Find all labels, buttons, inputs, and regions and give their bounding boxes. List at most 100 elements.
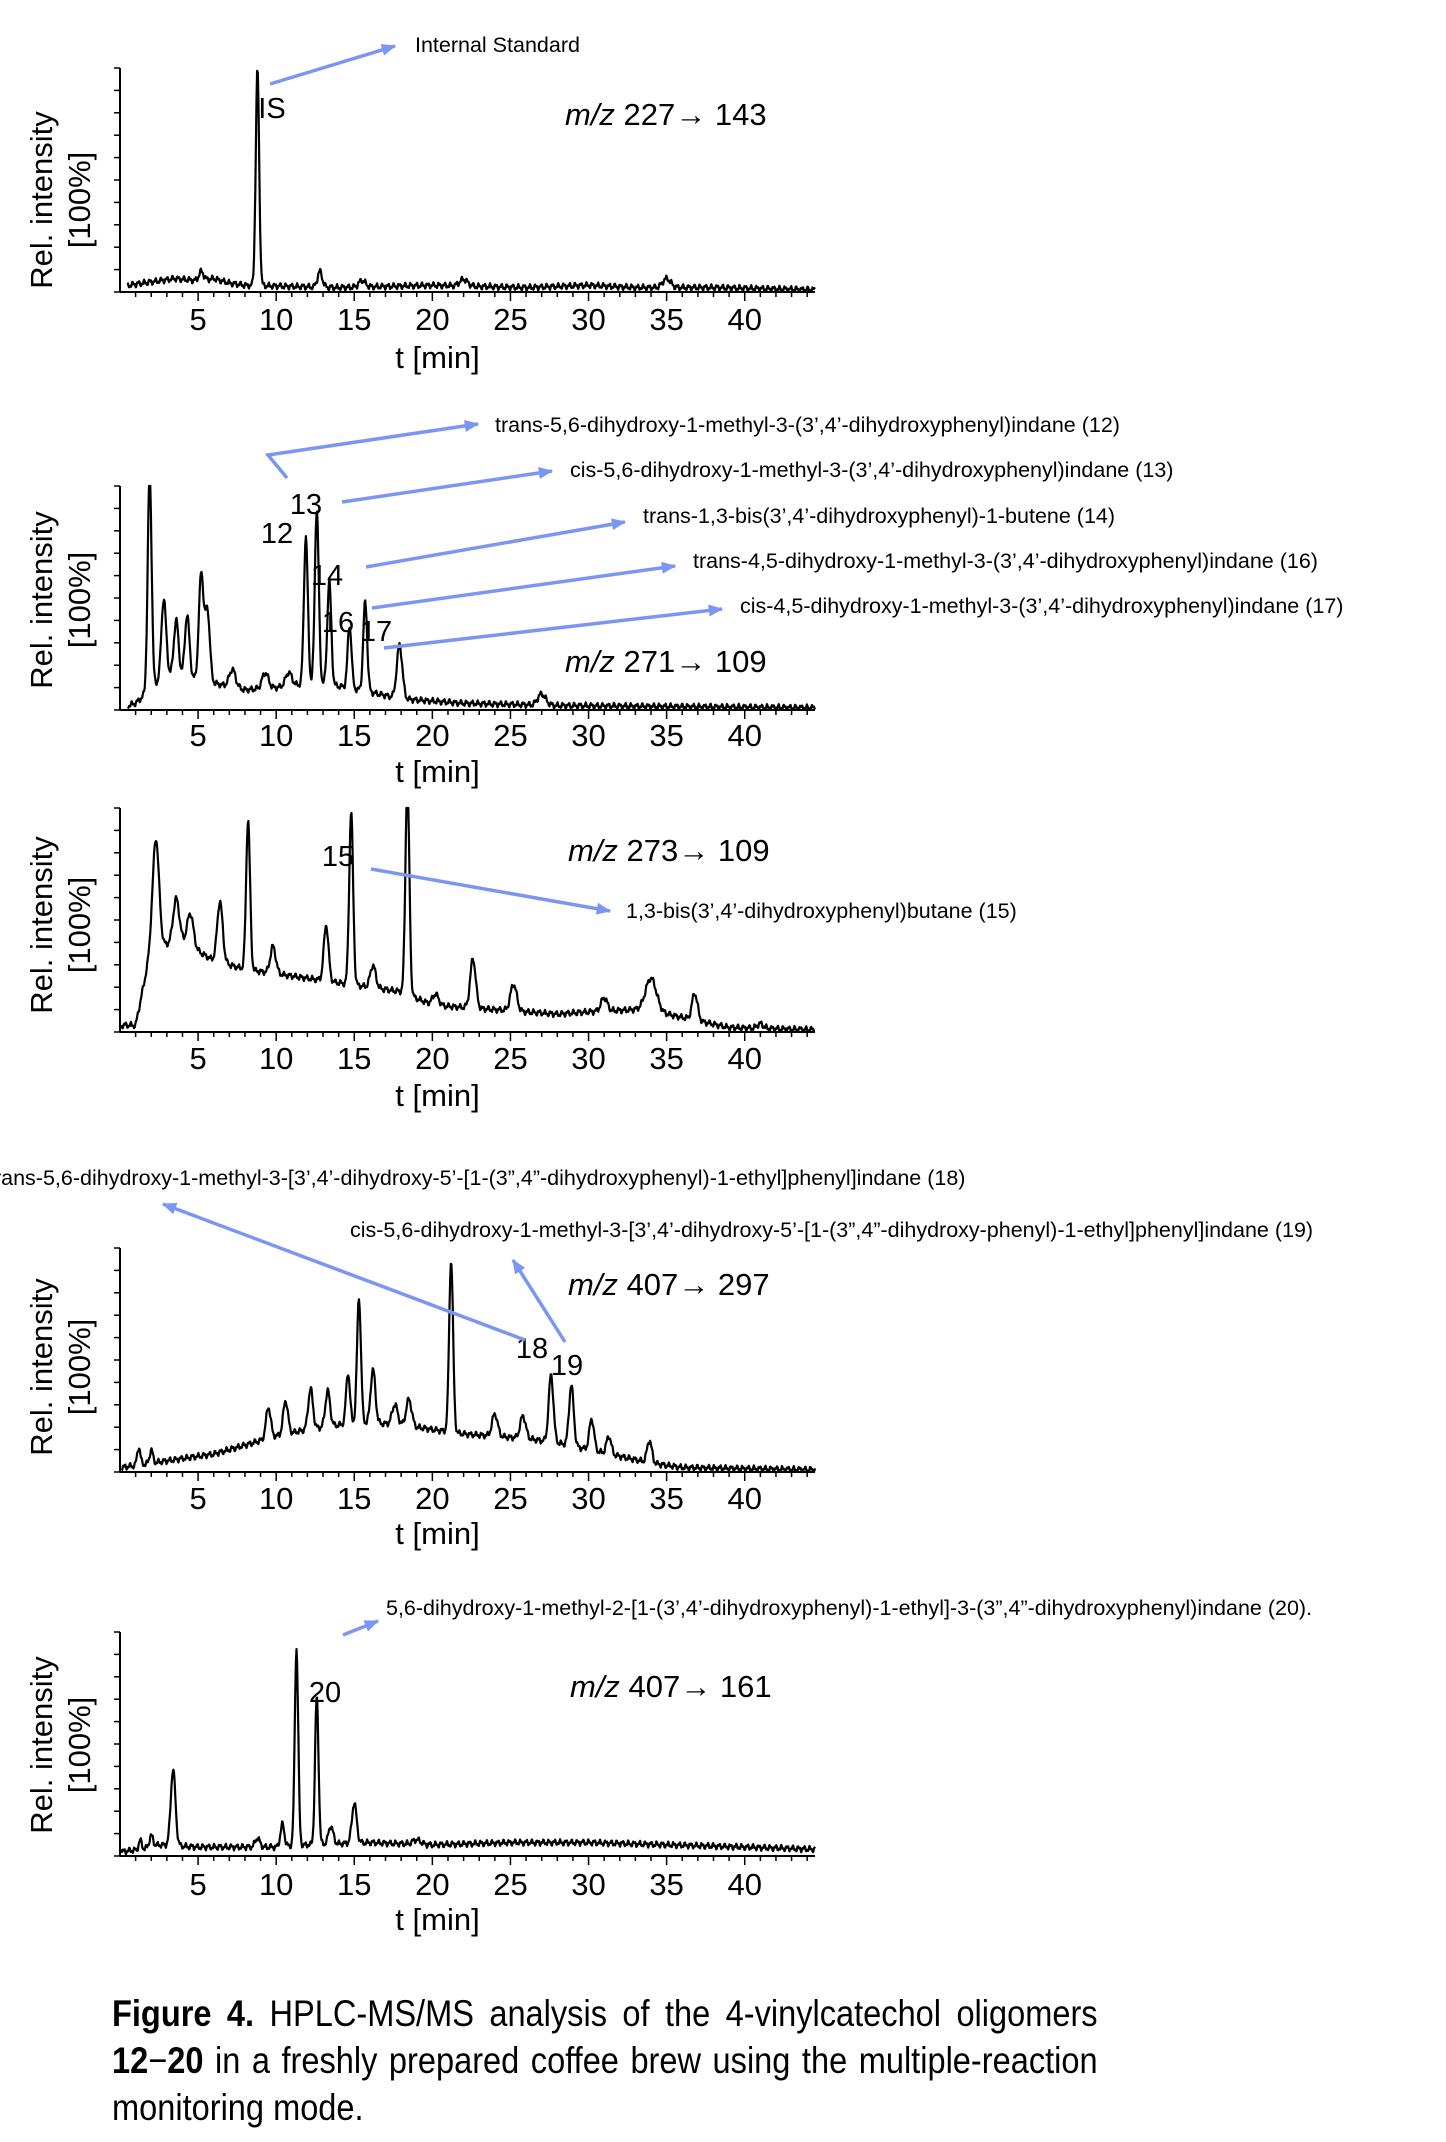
transition-label: m/z 271→ 109 — [565, 644, 767, 679]
x-tick-label: 10 — [259, 1867, 293, 1902]
compound-name: trans-5,6-dihydroxy-1-methyl-3-(3’,4’-di… — [495, 413, 1120, 437]
compound-name: cis-5,6-dihydroxy-1-methyl-3-[3’,4’-dihy… — [350, 1218, 1313, 1242]
peak-label-17: 17 — [360, 616, 392, 648]
x-tick-label: 20 — [415, 1481, 449, 1516]
transition-product: 143 — [715, 97, 767, 132]
x-tick-label: 20 — [415, 1867, 449, 1902]
chart-panel-4: 5 10 15 20 25 30 35 40 t [min] Rel. intensity [100… — [0, 1166, 1313, 1551]
compound-name: cis-5,6-dihydroxy-1-methyl-3-(3’,4’-dihy… — [570, 458, 1173, 482]
x-axis-label: t [min] — [395, 340, 479, 375]
caption-text-after: in a freshly prepared coffee brew using … — [112, 2040, 1098, 2128]
x-tick-label: 10 — [259, 1481, 293, 1516]
figure-caption: Figure 4. HPLC-MS/MS analysis of the 4-v… — [112, 1990, 1098, 2131]
transition-precursor: 407→ — [620, 1669, 720, 1704]
figure-label: Figure 4. — [112, 1993, 255, 2034]
transition-product: 109 — [715, 644, 767, 679]
peak-label-14: 14 — [311, 560, 343, 592]
chart-panel-1: 5 10 15 20 25 30 35 40 t [min] Rel. intensity [100… — [24, 33, 816, 375]
x-tick-label: 25 — [493, 1481, 527, 1516]
transition-label: m/z 227→ 143 — [565, 97, 767, 132]
transition-mz-prefix: m/z — [565, 644, 615, 679]
x-tick-label: 15 — [337, 302, 371, 337]
caption-text-before: HPLC-MS/MS analysis of the 4-vinylcatech… — [254, 1993, 1098, 2034]
transition-product: 161 — [720, 1669, 772, 1704]
compound-name: Internal Standard — [415, 33, 580, 57]
x-tick-label: 40 — [727, 1481, 761, 1516]
transition-product: 109 — [718, 833, 770, 868]
x-axis-label: t [min] — [395, 1902, 479, 1937]
annotation-arrow — [511, 1258, 567, 1343]
y-axis-label: Rel. intensity [100%] — [24, 1278, 97, 1456]
transition-mz-prefix: m/z — [570, 1669, 620, 1704]
annotation-arrow — [371, 561, 677, 610]
x-tick-label: 30 — [571, 718, 605, 753]
caption-range-end: 20 — [167, 2040, 204, 2081]
x-tick-label: 20 — [415, 302, 449, 337]
transition-precursor: 273→ — [618, 833, 718, 868]
x-tick-label: 25 — [493, 1867, 527, 1902]
transition-label: m/z 407→ 297 — [568, 1267, 770, 1302]
x-tick-label: 5 — [189, 718, 206, 753]
x-tick-label: 30 — [571, 1481, 605, 1516]
x-tick-label: 25 — [493, 718, 527, 753]
x-tick-label: 40 — [727, 1041, 761, 1076]
x-tick-label: 5 — [189, 1041, 206, 1076]
x-tick-label: 40 — [727, 1867, 761, 1902]
annotation-arrow — [383, 604, 724, 650]
annotation-arrow — [342, 1619, 380, 1637]
chart-panel-5: 5 10 15 20 25 30 35 40 t [min] Rel. intensity [100… — [24, 1596, 1312, 1937]
annotation-arrow — [161, 1202, 526, 1342]
annotation-arrow — [341, 466, 554, 504]
y-axis-label: Rel. intensity [100%] — [24, 1656, 97, 1834]
peak-label-20: 20 — [309, 1677, 341, 1709]
y-axis-label: Rel. intensity [100%] — [24, 511, 97, 689]
x-tick-label: 15 — [337, 718, 371, 753]
y-axis-label-line1: Rel. intensity — [24, 111, 59, 289]
x-tick-label: 35 — [649, 718, 683, 753]
y-axis-label-line1: Rel. intensity — [24, 836, 59, 1014]
x-tick-label: 5 — [189, 302, 206, 337]
peak-label-IS: IS — [258, 93, 285, 125]
annotation-arrow — [264, 419, 480, 480]
transition-product: 297 — [718, 1267, 770, 1302]
transition-mz-prefix: m/z — [568, 833, 618, 868]
annotation-arrow — [269, 44, 397, 86]
x-tick-label: 40 — [727, 302, 761, 337]
x-tick-label: 5 — [189, 1867, 206, 1902]
peak-label-13: 13 — [290, 489, 322, 521]
x-tick-label: 25 — [493, 1041, 527, 1076]
y-axis-label: Rel. intensity [100%] — [24, 111, 97, 289]
x-tick-label: 10 — [259, 302, 293, 337]
chromatogram-trace — [120, 1262, 817, 1473]
compound-name: cis-4,5-dihydroxy-1-methyl-3-(3’,4’-dihy… — [740, 594, 1343, 618]
x-axis-label: t [min] — [395, 754, 479, 789]
transition-label: m/z 273→ 109 — [568, 833, 770, 868]
x-tick-label: 15 — [337, 1481, 371, 1516]
chromatogram-trace — [126, 484, 817, 711]
chart-panel-2: 5 10 15 20 25 30 35 40 t [min] Rel. intensity [100… — [24, 413, 1343, 789]
y-axis-label-line2: [100%] — [62, 1319, 97, 1416]
y-axis-label-line1: Rel. intensity — [24, 1278, 59, 1456]
peak-label-12: 12 — [261, 518, 293, 550]
x-tick-label: 40 — [727, 718, 761, 753]
x-tick-label: 30 — [571, 1867, 605, 1902]
caption-range-start: 12 — [112, 2040, 149, 2081]
caption-range-sep: − — [148, 2040, 168, 2081]
peak-label-15: 15 — [322, 841, 354, 873]
x-tick-label: 20 — [415, 718, 449, 753]
chromatogram-trace — [126, 69, 816, 293]
transition-mz-prefix: m/z — [568, 1267, 618, 1302]
chromatogram-trace — [120, 1647, 816, 1856]
chromatogram-trace — [120, 806, 816, 1033]
compound-name: 5,6-dihydroxy-1-methyl-2-[1-(3’,4’-dihyd… — [386, 1596, 1312, 1620]
transition-precursor: 227→ — [615, 97, 715, 132]
annotation-arrow — [370, 867, 612, 915]
peak-label-19: 19 — [551, 1350, 583, 1382]
chart-panel-3: 5 10 15 20 25 30 35 40 t [min] Rel. intensity [100… — [24, 806, 1017, 1113]
transition-mz-prefix: m/z — [565, 97, 615, 132]
x-tick-label: 10 — [259, 718, 293, 753]
compound-name: trans-4,5-dihydroxy-1-methyl-3-(3’,4’-di… — [693, 549, 1318, 573]
y-axis-label-line2: [100%] — [62, 552, 97, 649]
compound-name: trans-1,3-bis(3’,4’-dihydroxyphenyl)-1-b… — [643, 504, 1115, 528]
